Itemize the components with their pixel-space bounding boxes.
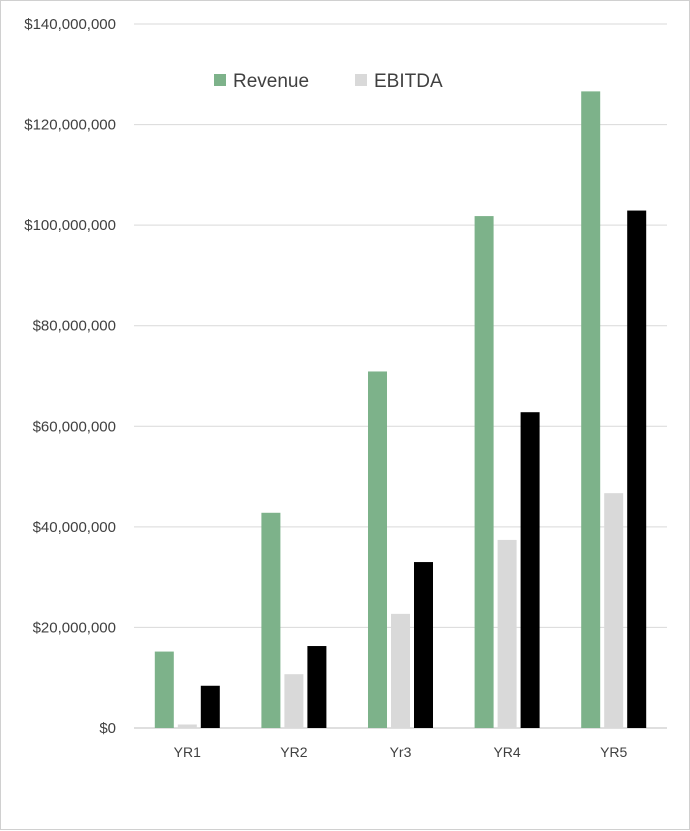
legend: Revenue EBITDA <box>214 71 443 92</box>
x-tick-label: YR2 <box>280 744 307 760</box>
bar-YR1-1 <box>177 724 197 728</box>
bars <box>154 91 647 728</box>
x-tick-label: YR4 <box>493 744 520 760</box>
bar-YR5-1 <box>604 493 624 728</box>
bar-Yr3-2 <box>414 562 433 728</box>
y-tick-label: $100,000,000 <box>24 217 116 234</box>
bar-YR2-1 <box>284 674 304 728</box>
y-tick-label: $20,000,000 <box>33 619 116 636</box>
y-tick-label: $40,000,000 <box>33 519 116 536</box>
bar-YR5-2 <box>627 210 647 728</box>
x-axis: YR1 YR2 Yr3 YR4 YR5 <box>174 744 628 760</box>
series-0 <box>154 91 601 728</box>
bar-YR5-0 <box>581 91 601 728</box>
legend-label: EBITDA <box>374 71 443 92</box>
series-1 <box>177 493 624 728</box>
y-tick-label: $60,000,000 <box>33 418 116 435</box>
series-2 <box>200 210 647 728</box>
x-tick-label: YR1 <box>174 744 201 760</box>
bar-Yr3-0 <box>368 371 387 728</box>
bar-YR4-0 <box>474 216 494 728</box>
legend-swatch <box>355 74 367 86</box>
y-tick-label: $140,000,000 <box>24 16 116 33</box>
bar-YR2-2 <box>307 646 327 728</box>
bar-Yr3-1 <box>391 613 410 728</box>
x-tick-label: Yr3 <box>390 744 412 760</box>
y-axis: $0 $20,000,000 $40,000,000 $60,000,000 $80,0… <box>24 16 116 737</box>
gridlines <box>134 23 667 729</box>
bar-YR4-1 <box>497 539 517 728</box>
y-tick-label: $80,000,000 <box>33 318 116 335</box>
y-tick-label: $0 <box>99 720 116 737</box>
x-tick-label: YR5 <box>600 744 627 760</box>
bar-YR4-2 <box>520 412 540 728</box>
legend-swatch <box>214 74 226 86</box>
y-tick-label: $120,000,000 <box>24 117 116 134</box>
bar-YR1-2 <box>200 685 220 728</box>
bar-YR2-0 <box>261 512 281 728</box>
bar-YR1-0 <box>154 651 174 728</box>
legend-label: Revenue <box>233 71 309 92</box>
